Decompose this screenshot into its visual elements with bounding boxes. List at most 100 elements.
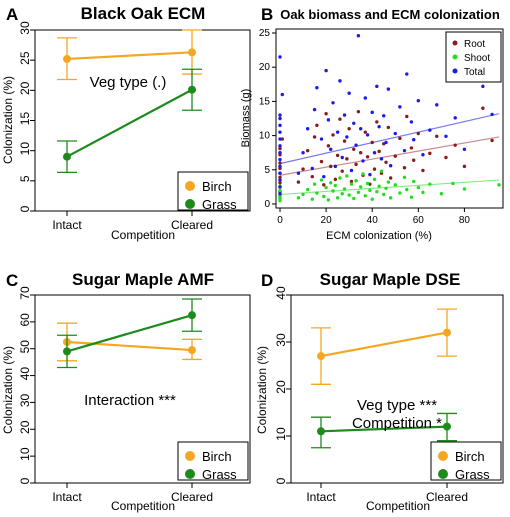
- panel-b-point-shoot: [296, 196, 301, 200]
- panel-b-point-total: [278, 123, 282, 128]
- panel-d-point-grass: [317, 427, 325, 436]
- panel-a-legend-marker-grass: [185, 199, 195, 209]
- panel-d-legend-label: Grass: [455, 467, 490, 482]
- panel-b-point-root: [340, 169, 344, 173]
- panel-b-point-shoot: [370, 197, 374, 201]
- panel-c-title: Sugar Maple AMF: [72, 270, 214, 289]
- panel-b-point-total: [356, 34, 361, 38]
- panel-d-legend-marker-grass: [438, 469, 448, 479]
- panel-b-legend-label: Shoot: [464, 53, 490, 64]
- panel-b-ytick-label: 20: [259, 62, 271, 73]
- panel-b-point-total: [405, 72, 409, 76]
- panel-b-point-shoot: [305, 187, 310, 192]
- panel-b-point-total: [361, 159, 365, 163]
- panel-b-point-root: [338, 117, 342, 121]
- panel-b-point-root: [296, 180, 301, 184]
- panel-b-point-root: [412, 158, 416, 162]
- panel-b-legend-marker-shoot: [452, 54, 458, 60]
- panel-b-point-shoot: [315, 191, 319, 195]
- panel-b-point-root: [319, 159, 324, 164]
- panel-b-point-total: [386, 87, 391, 91]
- panel-b-point-total: [280, 92, 285, 97]
- panel-c-legend-label: Grass: [202, 467, 237, 482]
- panel-d-legend-label: Birch: [455, 449, 485, 464]
- panel-b-point-shoot: [372, 177, 377, 182]
- panel-d-annotation-1: Veg type ***: [357, 397, 437, 414]
- panel-b-point-root: [312, 135, 317, 139]
- panel-a-ytick-label: 20: [18, 81, 32, 95]
- panel-b-point-root: [490, 138, 494, 143]
- panel-b-point-root: [393, 154, 397, 158]
- panel-b-point-root: [347, 127, 351, 131]
- panel-b-point-total: [329, 147, 333, 151]
- panel-d-point-grass: [443, 422, 451, 431]
- panel-b-ytick-label: 25: [259, 28, 271, 39]
- panel-b-ytick-label: 10: [259, 131, 271, 142]
- panel-c-ytick-label: 30: [18, 393, 32, 407]
- panel-b-point-root: [388, 176, 393, 180]
- panel-a-xlabel: Competition: [111, 228, 175, 242]
- panel-b-point-root: [444, 155, 448, 160]
- panel-b-point-shoot: [398, 191, 402, 195]
- panel-d: D Sugar Maple DSE 0 10 20 30 40 Intact Cleared…: [255, 270, 504, 513]
- panel-b-point-shoot: [368, 188, 372, 193]
- panel-c-ytick-label: 40: [18, 367, 32, 381]
- panel-b-point-total: [322, 174, 326, 179]
- panel-b-point-total: [409, 120, 414, 124]
- panel-b-ylabel: Biomass (g): [240, 89, 252, 148]
- panel-b-point-total: [382, 114, 386, 118]
- panel-b-point-shoot: [356, 190, 361, 195]
- panel-b-point-shoot: [310, 197, 314, 201]
- panel-a-point-birch: [63, 54, 71, 63]
- panel-b-point-root: [421, 168, 425, 173]
- panel-d-point-birch: [443, 328, 451, 337]
- panel-d-xtick-label: Cleared: [426, 490, 468, 504]
- panel-b-point-root: [352, 147, 356, 151]
- panel-b-point-root: [375, 120, 379, 124]
- panel-b-point-root: [453, 143, 457, 147]
- panel-c-line-grass: [66, 314, 193, 353]
- panel-b-point-total: [278, 171, 282, 175]
- panel-b-point-total: [331, 101, 335, 105]
- panel-a-legend-marker-birch: [185, 181, 195, 191]
- panel-b-point-shoot: [354, 179, 358, 183]
- panel-b-point-total: [278, 164, 282, 169]
- panel-d-ytick-label: 30: [274, 333, 288, 347]
- panel-b-point-total: [398, 105, 402, 109]
- panel-letter-b: B: [261, 5, 273, 24]
- panel-a-annotation: Veg type (.): [90, 74, 167, 91]
- panel-c-line-birch: [66, 340, 193, 352]
- panel-b-point-total: [278, 116, 282, 121]
- panel-b-point-total: [354, 143, 358, 147]
- panel-b-point-root: [278, 181, 282, 185]
- panel-d-annotation-2: Competition *: [352, 415, 442, 432]
- panel-d-line-grass: [320, 425, 448, 433]
- panel-b-point-root: [278, 161, 282, 165]
- panel-b-point-total: [278, 144, 282, 148]
- panel-b-point-shoot: [345, 174, 349, 178]
- panel-d-point-birch: [317, 352, 325, 361]
- panel-b-point-shoot: [451, 181, 455, 186]
- panel-c-point-grass: [63, 347, 71, 356]
- panel-b-point-total: [384, 140, 388, 145]
- panel-a-ytick-label: 25: [18, 51, 32, 65]
- panel-b-point-root: [326, 144, 331, 148]
- panel-b-point-total: [453, 116, 457, 120]
- panel-c: C Sugar Maple AMF 0 10 20 30 40 50 60 70 Intact C…: [1, 270, 251, 513]
- panel-b-point-root: [409, 146, 414, 150]
- panel-b-point-root: [402, 166, 407, 170]
- panel-b-point-root: [462, 164, 467, 169]
- panel-b-point-total: [278, 137, 282, 141]
- panel-b-legend-label: Total: [464, 67, 485, 78]
- panel-b-point-total: [345, 135, 349, 139]
- panel-b-point-total: [296, 171, 301, 175]
- panel-a-legend-label: Grass: [202, 197, 237, 212]
- panel-b-point-shoot: [331, 189, 335, 193]
- panel-b-point-shoot: [349, 182, 354, 186]
- panel-b-point-root: [335, 153, 340, 158]
- panel-b-point-root: [365, 155, 370, 159]
- panel-a-ylabel: Colonization (%): [1, 76, 15, 164]
- panel-b-legend-marker-root: [452, 40, 458, 46]
- panel-d-ylabel: Colonization (%): [255, 346, 269, 434]
- panel-b-xtick-label: 80: [459, 215, 471, 226]
